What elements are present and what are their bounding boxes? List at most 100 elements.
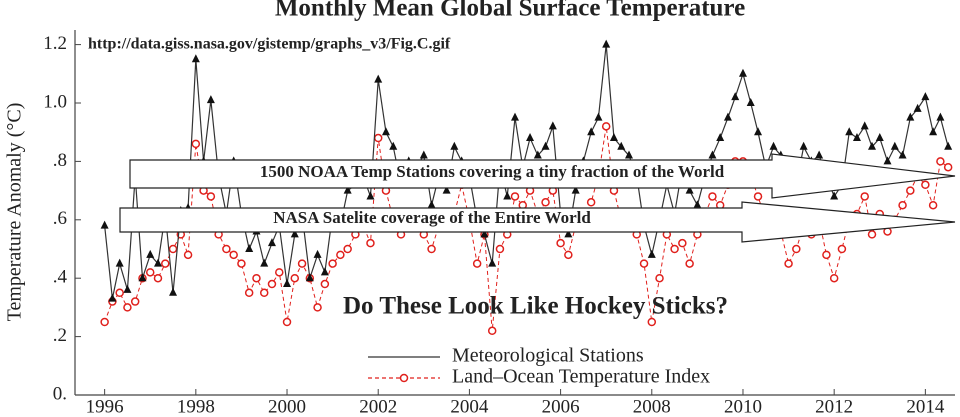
marker	[130, 297, 140, 306]
marker	[533, 150, 542, 159]
source-url: http://data.giss.nasa.gov/gistemp/graphs…	[88, 36, 451, 53]
arrow-label: 1500 NOAA Temp Stations covering a tiny …	[260, 162, 725, 181]
marker	[450, 141, 459, 150]
x-tick-label: 1998	[177, 396, 215, 417]
marker	[343, 244, 352, 254]
x-tick-label: 2014	[906, 396, 945, 417]
marker	[647, 317, 657, 327]
marker	[191, 139, 201, 149]
marker	[138, 273, 147, 282]
marker	[708, 150, 717, 159]
marker	[829, 273, 839, 283]
y-tick-label: .2	[53, 325, 67, 346]
marker	[655, 273, 664, 283]
marker	[511, 112, 519, 121]
marker	[731, 92, 740, 101]
marker	[587, 127, 596, 136]
marker	[602, 39, 611, 48]
marker	[115, 288, 124, 298]
x-tick-label: 2002	[359, 396, 397, 417]
marker	[883, 156, 892, 165]
marker	[510, 192, 520, 201]
marker	[373, 133, 383, 143]
marker	[366, 191, 375, 200]
marker	[906, 112, 915, 121]
marker	[472, 259, 482, 268]
marker	[526, 133, 535, 142]
marker	[556, 238, 565, 248]
arrow	[119, 201, 956, 243]
marker	[495, 244, 505, 254]
marker	[685, 185, 694, 194]
marker	[328, 259, 337, 268]
marker	[297, 259, 307, 268]
marker	[100, 220, 109, 229]
marker	[921, 92, 930, 101]
marker	[168, 244, 178, 254]
marker	[146, 249, 155, 258]
marker	[115, 258, 124, 267]
marker	[898, 200, 907, 210]
marker	[419, 150, 428, 159]
headline: Do These Look Like Hockey Sticks?	[343, 293, 728, 320]
marker	[670, 244, 679, 254]
arrow	[129, 153, 956, 199]
marker	[617, 141, 626, 150]
marker	[639, 259, 649, 268]
marker	[867, 230, 877, 239]
x-tick-label: 2006	[542, 396, 580, 417]
marker	[169, 287, 178, 296]
marker	[290, 229, 299, 238]
marker	[374, 74, 383, 83]
marker	[206, 192, 216, 201]
marker	[792, 244, 801, 254]
x-tick-label: 2004	[450, 396, 489, 417]
marker	[252, 273, 261, 283]
marker	[290, 273, 300, 283]
marker	[928, 200, 938, 210]
marker	[936, 157, 945, 166]
marker	[936, 112, 945, 121]
marker	[427, 200, 436, 209]
marker	[738, 68, 747, 77]
marker	[647, 249, 656, 258]
marker	[267, 279, 277, 289]
marker	[488, 258, 497, 267]
y-tick-label: 1.0	[43, 91, 67, 112]
legend-label: Meteorological Stations	[452, 345, 644, 367]
marker	[609, 133, 618, 142]
marker	[427, 244, 436, 254]
marker	[183, 250, 193, 260]
x-tick-label: 1996	[86, 396, 124, 417]
marker	[723, 112, 732, 121]
marker	[153, 273, 163, 283]
marker	[206, 95, 215, 104]
marker	[898, 150, 907, 159]
marker	[305, 273, 314, 282]
marker	[753, 192, 763, 201]
marker	[260, 258, 269, 267]
y-axis-label: Temperature Anomaly (°C)	[4, 103, 26, 322]
marker	[503, 191, 512, 200]
marker	[784, 259, 793, 268]
marker	[237, 259, 246, 268]
marker	[313, 249, 322, 258]
marker	[480, 229, 489, 238]
marker	[564, 250, 573, 260]
marker	[541, 198, 550, 207]
marker	[283, 279, 292, 288]
marker	[259, 288, 269, 298]
legend-label: Land–Ocean Temperature Index	[452, 366, 710, 388]
marker	[366, 238, 375, 248]
x-tick-label: 2008	[633, 396, 671, 417]
marker	[161, 259, 170, 268]
marker	[769, 141, 778, 150]
marker	[716, 133, 725, 142]
marker	[191, 54, 200, 63]
marker	[860, 121, 869, 130]
marker	[913, 103, 922, 112]
marker	[586, 198, 596, 207]
marker	[343, 185, 352, 194]
